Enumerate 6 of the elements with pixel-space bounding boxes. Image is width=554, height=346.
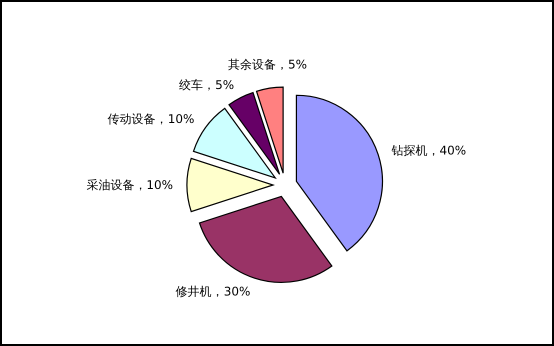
slice-label: 传动设备，10% bbox=[108, 112, 194, 126]
slice-label: 采油设备，10% bbox=[86, 178, 173, 192]
slice-label: 绞车，5% bbox=[179, 78, 234, 92]
slice-label: 钻探机，40% bbox=[390, 143, 466, 158]
slice-label: 其余设备，5% bbox=[228, 57, 308, 72]
slice-label: 修井机，30% bbox=[176, 284, 250, 299]
